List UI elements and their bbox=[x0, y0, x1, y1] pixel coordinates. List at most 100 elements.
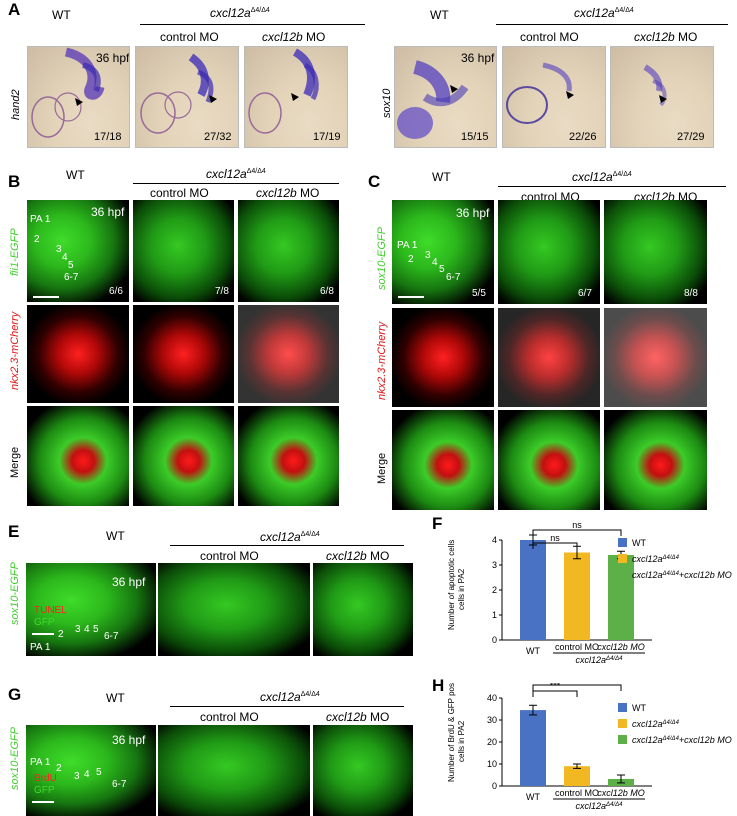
header-control-mo: control MO bbox=[150, 186, 209, 200]
count-label: 6/6 bbox=[109, 286, 123, 297]
header-control-mo: control MO bbox=[200, 710, 259, 724]
y-tick-label: 30 bbox=[487, 715, 497, 725]
confocal-image bbox=[498, 308, 600, 407]
header-control-mo: control MO bbox=[520, 30, 579, 44]
scale-bar bbox=[398, 296, 424, 298]
legend-sup: Δ4/Δ4 bbox=[662, 720, 680, 726]
x-tick-label: WT bbox=[526, 792, 540, 802]
gene-label-hand2: hand2 bbox=[10, 89, 22, 120]
stage-label: 36 hpf bbox=[461, 51, 495, 65]
embryo-drawing bbox=[643, 64, 667, 107]
pa-label: 4 bbox=[62, 252, 68, 263]
pa-label: 5 bbox=[96, 767, 102, 778]
x-tick-label: WT bbox=[526, 646, 540, 656]
legend-label: cxcl12aΔ4/Δ4 bbox=[632, 554, 680, 564]
header-wt: WT bbox=[66, 168, 85, 182]
header-wt: WT bbox=[106, 691, 125, 705]
legend-text: +cxcl12b MO bbox=[679, 735, 732, 745]
ish-image-hand2-cxcl12b: 17/19 bbox=[244, 46, 348, 148]
pa-label: PA 1 bbox=[30, 214, 51, 225]
header-wt: WT bbox=[430, 8, 449, 22]
confocal-image bbox=[392, 410, 494, 510]
pa-label: 6-7 bbox=[446, 272, 461, 283]
x-tick-label: cxcl12b MO bbox=[597, 642, 645, 652]
header-cxcl12b-mo: cxcl12b MO bbox=[634, 30, 698, 44]
confocal-image bbox=[158, 725, 310, 816]
gfp-label: GFP bbox=[34, 785, 55, 796]
y-tick-label: 2 bbox=[492, 585, 497, 595]
embryo-drawing bbox=[506, 62, 574, 124]
embryo-drawing bbox=[248, 48, 319, 134]
pa-label: 2 bbox=[408, 254, 414, 265]
scale-bar bbox=[32, 633, 54, 635]
ish-image-sox10-cxcl12b: 27/29 bbox=[610, 46, 714, 148]
confocal-image bbox=[498, 410, 600, 510]
count-label: 15/15 bbox=[461, 131, 489, 143]
confocal-image: 6/7 bbox=[498, 200, 600, 304]
row-label-merge: Merge bbox=[376, 452, 388, 484]
panel-label-c: C bbox=[368, 172, 381, 191]
bar bbox=[564, 766, 590, 786]
row-label-nkx: nkx2.3-mCherry bbox=[376, 321, 388, 400]
legend-label: cxcl12aΔ4/Δ4 bbox=[632, 719, 680, 729]
confocal-image: PA 1 2 3 4 5 6-7 36 hpf 6/6 bbox=[27, 200, 129, 302]
count-label: 17/19 bbox=[313, 131, 341, 143]
confocal-image bbox=[313, 725, 413, 816]
header-cxcl12b-mo: cxcl12b MO bbox=[326, 549, 390, 563]
legend-swatch bbox=[618, 570, 627, 579]
confocal-image bbox=[604, 410, 707, 510]
header-line bbox=[140, 24, 365, 25]
gene-label-sox10: sox10 bbox=[381, 88, 393, 118]
bar-chart-f: Number of apoptotic cells cells in PA2 0 1 2… bbox=[447, 520, 732, 665]
y-axis-label: cells in PA2 bbox=[457, 720, 466, 762]
bar-chart-h: Number of BrdU & GFP positive cells in PA… bbox=[447, 683, 732, 811]
pa-label: 6-7 bbox=[104, 631, 119, 642]
legend-swatch bbox=[618, 554, 627, 563]
significance-label: *** bbox=[550, 683, 561, 691]
pa-label: 4 bbox=[84, 769, 90, 780]
bar bbox=[564, 552, 590, 640]
group-label-sup: Δ4/Δ4 bbox=[605, 802, 623, 808]
pa-label: 2 bbox=[58, 629, 64, 640]
ish-image-hand2-control: 27/32 bbox=[135, 46, 239, 148]
row-label-merge: Merge bbox=[9, 446, 21, 478]
count-label: 6/7 bbox=[578, 288, 592, 299]
stain-label: BrdU bbox=[34, 773, 57, 784]
header-mutant: cxcl12aΔ4/Δ4 bbox=[572, 170, 632, 184]
y-tick-label: 1 bbox=[492, 610, 497, 620]
confocal-image bbox=[27, 305, 129, 403]
header-cxcl12b-mo: cxcl12b MO bbox=[256, 186, 320, 200]
header-mutant: cxcl12aΔ4/Δ4 bbox=[260, 530, 320, 544]
header-line bbox=[133, 183, 339, 184]
embryo-drawing bbox=[31, 47, 105, 138]
confocal-image bbox=[158, 563, 310, 656]
confocal-image bbox=[133, 406, 234, 506]
count-label: 7/8 bbox=[215, 286, 229, 297]
row-label-sox10: sox10-EGFP bbox=[9, 727, 21, 790]
scale-bar bbox=[33, 296, 59, 298]
stage-label: 36 hpf bbox=[456, 206, 490, 220]
row-label-sox10: sox10-EGFP bbox=[376, 227, 388, 290]
stage-label: 36 hpf bbox=[91, 205, 125, 219]
significance-bracket bbox=[532, 542, 578, 549]
ish-image-sox10-wt: 36 hpf 15/15 bbox=[394, 46, 497, 148]
count-label: 6/8 bbox=[320, 286, 334, 297]
header-wt: WT bbox=[432, 170, 451, 184]
bar bbox=[608, 555, 634, 640]
pa-label: 3 bbox=[74, 771, 80, 782]
confocal-image bbox=[604, 308, 707, 407]
legend-text: cxcl12a bbox=[632, 719, 663, 729]
legend-label: cxcl12aΔ4/Δ4+cxcl12b MO bbox=[632, 570, 732, 580]
header-line bbox=[496, 24, 728, 25]
header-line bbox=[498, 186, 726, 187]
confocal-image: 6/8 bbox=[238, 200, 339, 302]
pa-label: 2 bbox=[56, 763, 62, 774]
legend-text: cxcl12a bbox=[632, 735, 663, 745]
legend-text: cxcl12a bbox=[632, 570, 663, 580]
legend-text: cxcl12a bbox=[632, 554, 663, 564]
header-wt: WT bbox=[106, 529, 125, 543]
header-cxcl12b-mo: cxcl12b MO bbox=[262, 30, 326, 44]
header-line bbox=[170, 706, 404, 707]
significance-label: ns bbox=[572, 520, 582, 530]
pa-label: PA 1 bbox=[30, 757, 51, 768]
